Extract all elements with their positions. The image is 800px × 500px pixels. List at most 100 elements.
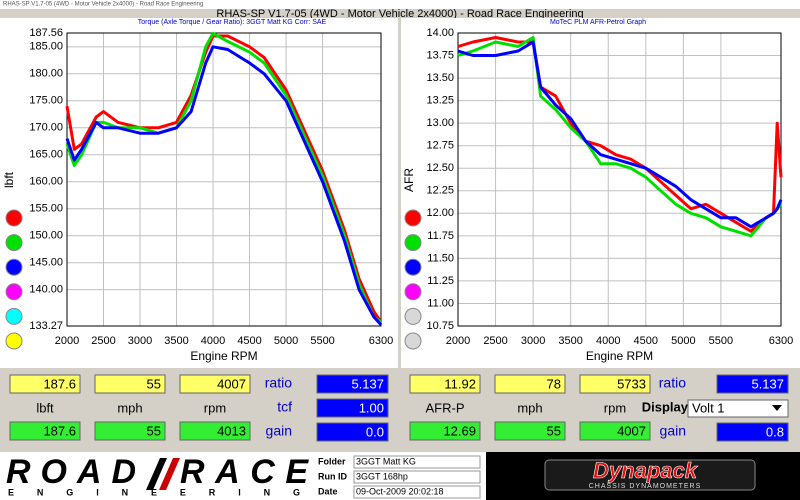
legend-button bbox=[5, 283, 23, 301]
y-axis-label: lbft bbox=[2, 171, 16, 188]
x-tick-label: 2500 bbox=[483, 335, 507, 347]
channel-label: mph bbox=[117, 400, 142, 415]
peak-value: 4007 bbox=[617, 423, 646, 438]
brand: Dynapack bbox=[593, 458, 699, 483]
x-axis-label: Engine RPM bbox=[586, 349, 653, 363]
info-label: Run ID bbox=[318, 471, 347, 481]
peak-value: 55 bbox=[147, 423, 161, 438]
y-tick-label: 11.00 bbox=[427, 297, 454, 309]
y-tick-label: 150.00 bbox=[29, 230, 63, 242]
y-tick-label: 13.75 bbox=[426, 49, 454, 61]
legend-button bbox=[5, 234, 23, 252]
value-box bbox=[9, 421, 81, 441]
x-axis-label: Engine RPM bbox=[190, 349, 257, 363]
peak-value: 12.69 bbox=[443, 423, 476, 438]
live-value: 11.92 bbox=[444, 376, 476, 391]
y-tick-label: 155.00 bbox=[29, 203, 63, 215]
y-tick-label: 165.00 bbox=[29, 149, 63, 161]
legend-button bbox=[404, 234, 422, 252]
dropdown-arrow bbox=[772, 405, 782, 411]
live-value: 187.6 bbox=[43, 376, 76, 391]
live-value: 5733 bbox=[617, 376, 646, 391]
info-value: 3GGT Matt KG bbox=[356, 456, 416, 466]
y-tick-label: 13.25 bbox=[426, 95, 454, 107]
value-box bbox=[409, 421, 481, 441]
x-tick-label: 5000 bbox=[274, 335, 298, 347]
legend-button bbox=[5, 307, 23, 325]
app-title: RHAS-SP V1.7-05 (4WD - Motor Vehicle 2x4… bbox=[216, 8, 583, 20]
x-tick-label: 2500 bbox=[91, 335, 115, 347]
value-box bbox=[179, 421, 251, 441]
value-box bbox=[179, 374, 251, 394]
line-series bbox=[65, 45, 383, 326]
live-value: 4007 bbox=[217, 376, 246, 391]
channel-label: AFR-P bbox=[426, 400, 465, 415]
side-label: tcf bbox=[277, 399, 292, 415]
x-tick-label: 5000 bbox=[671, 335, 695, 347]
channel-label: rpm bbox=[604, 400, 626, 415]
value-box bbox=[94, 421, 166, 441]
peak-value: 4013 bbox=[217, 423, 246, 438]
legend-button bbox=[404, 258, 422, 276]
info-box bbox=[353, 470, 481, 484]
legend-button bbox=[404, 209, 422, 227]
legend-button bbox=[404, 283, 422, 301]
window-title: RHAS-SP V1.7-05 (4WD - Motor Vehicle 2x4… bbox=[3, 2, 203, 8]
x-tick-label: 3500 bbox=[558, 335, 582, 347]
side-label: ratio bbox=[659, 375, 686, 391]
x-tick-label: 2000 bbox=[55, 335, 79, 347]
brand-badge bbox=[544, 459, 756, 491]
y-tick-label: 185.00 bbox=[29, 41, 63, 53]
legend-button bbox=[5, 258, 23, 276]
value-box bbox=[579, 374, 651, 394]
value-box bbox=[409, 374, 481, 394]
logo-sub: ENGINEERING bbox=[8, 487, 308, 497]
x-tick-label: 2000 bbox=[446, 335, 470, 347]
logo-slash bbox=[159, 458, 180, 490]
value-box bbox=[494, 374, 566, 394]
brand-sub: CHASSIS DYNAMOMETERS bbox=[589, 483, 702, 490]
setting-box bbox=[316, 398, 389, 418]
x-tick-label: 3500 bbox=[164, 335, 188, 347]
y-tick-label: 13.50 bbox=[426, 72, 454, 84]
y-tick-label: 12.75 bbox=[426, 140, 454, 152]
display-select[interactable] bbox=[687, 399, 789, 418]
peak-value: 55 bbox=[547, 423, 561, 438]
x-tick-label: 6300 bbox=[769, 335, 793, 347]
chart-panel bbox=[401, 18, 800, 368]
y-tick-label: 11.50 bbox=[427, 252, 454, 264]
legend-button bbox=[5, 209, 23, 227]
peak-value: 187.6 bbox=[43, 423, 76, 438]
y-tick-label: 13.00 bbox=[426, 117, 454, 129]
y-tick-label: 187.56 bbox=[29, 27, 63, 39]
value-box bbox=[494, 421, 566, 441]
y-tick-label: 133.27 bbox=[29, 320, 63, 332]
y-tick-label: 140.00 bbox=[29, 284, 63, 296]
line-series bbox=[65, 34, 383, 323]
channel-label: rpm bbox=[204, 400, 226, 415]
line-series bbox=[457, 36, 783, 238]
y-tick-label: 12.00 bbox=[426, 207, 454, 219]
value-box bbox=[579, 421, 651, 441]
display-select-value: Volt 1 bbox=[692, 400, 725, 415]
line-series bbox=[457, 40, 783, 229]
info-value: 09-Oct-2009 20:02:18 bbox=[356, 486, 444, 496]
y-tick-label: 12.25 bbox=[426, 185, 454, 197]
logo-slash bbox=[146, 458, 167, 490]
live-value: 55 bbox=[147, 376, 161, 391]
setting-value: 0.0 bbox=[366, 424, 384, 439]
x-tick-label: 5500 bbox=[310, 335, 334, 347]
setting-box bbox=[316, 422, 389, 442]
x-tick-label: 4000 bbox=[596, 335, 620, 347]
y-axis-label: AFR bbox=[402, 168, 416, 192]
y-tick-label: 180.00 bbox=[29, 68, 63, 80]
value-box bbox=[94, 374, 166, 394]
side-label: gain bbox=[660, 423, 686, 439]
setting-box bbox=[316, 374, 389, 394]
side-label: Display bbox=[642, 399, 689, 414]
info-label: Folder bbox=[318, 456, 346, 466]
y-tick-label: 145.00 bbox=[29, 257, 63, 269]
x-tick-label: 4500 bbox=[237, 335, 261, 347]
